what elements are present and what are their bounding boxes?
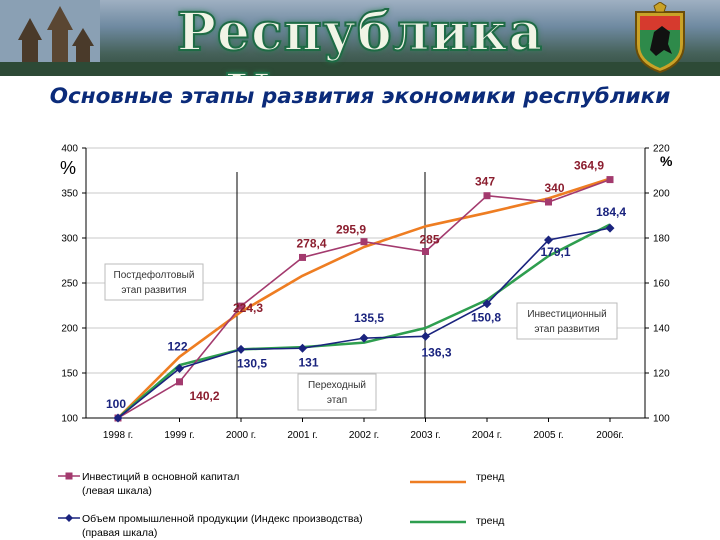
investment-data-label: 364,9 [574, 159, 604, 173]
production-data-label: 184,4 [596, 205, 626, 219]
page-subtitle: Основные этапы развития экономики респуб… [49, 84, 671, 109]
production-marker [113, 413, 123, 423]
right-tick-label: 100 [653, 414, 670, 425]
investment-marker [299, 253, 306, 261]
investment-data-label: 347 [475, 175, 495, 189]
stage-box: Постдефолтовый этап развития [104, 263, 204, 301]
investment-marker [545, 198, 552, 206]
x-tick-label: 2006г. [596, 430, 623, 441]
legend-trend-label: тренд [476, 515, 504, 527]
right-tick-label: 140 [653, 324, 670, 335]
legend-production-swatch-marker [65, 514, 73, 522]
legend-investment-label: Инвестиций в основной капитал [82, 471, 239, 483]
investment-marker [237, 302, 245, 310]
stage-box-frame [297, 373, 377, 411]
investment-data-label: 278,4 [297, 236, 327, 250]
production-data-label: 179,1 [541, 245, 571, 259]
x-tick-label: 1999 г. [164, 430, 194, 441]
stage-box-frame [516, 302, 618, 340]
x-tick-label: 1998 г. [103, 430, 133, 441]
investment-marker [176, 378, 183, 386]
stage-box: Инвестиционный этап развития [516, 302, 618, 340]
investment-marker [606, 176, 614, 184]
left-tick-label: 300 [61, 234, 78, 245]
coat-of-arms-icon [635, 2, 685, 74]
stage-label: Постдефолтовый этап развития [114, 269, 195, 296]
right-tick-label: 220 [653, 144, 670, 155]
production-marker [605, 223, 615, 233]
production-marker [175, 364, 184, 373]
banner-title: Республика Карелия [176, 1, 544, 76]
right-axis-unit: % [660, 153, 673, 169]
production-data-label: 130,5 [237, 356, 267, 370]
banner-photo [0, 0, 720, 76]
production-marker [421, 331, 430, 341]
left-tick-label: 150 [61, 369, 78, 380]
production-marker [482, 299, 492, 309]
left-tick-label: 100 [61, 414, 78, 425]
investment-data-label: 285 [420, 233, 440, 247]
left-tick-label: 350 [61, 189, 78, 200]
right-tick-label: 120 [653, 369, 670, 380]
investment-data-label: 140,2 [190, 389, 220, 403]
investment-marker [422, 248, 429, 255]
x-tick-label: 2002 г. [349, 430, 379, 441]
x-tick-label: 2004 г. [472, 430, 502, 441]
investment-data-label: 295,9 [336, 223, 366, 237]
chart: 1001502002503003504001001201401601802002… [58, 144, 673, 539]
right-tick-label: 160 [653, 279, 670, 290]
stage-box-frame [104, 263, 204, 301]
left-axis-unit: % [60, 158, 76, 178]
left-tick-label: 200 [61, 324, 78, 335]
investment-marker [483, 192, 491, 200]
trend-line [117, 177, 611, 419]
investment-data-label: 340 [545, 181, 565, 195]
x-tick-label: 2000 г. [226, 430, 256, 441]
legend-production-label: Объем промышленной продукции (Индекс про… [82, 513, 363, 525]
production-marker [544, 235, 553, 245]
header-banner: Республика Карелия [0, 0, 720, 76]
legend-investment-label: (левая шкала) [82, 485, 152, 497]
stage-box: Переходный этап [297, 373, 377, 411]
investment-data-label: 224,3 [233, 301, 263, 315]
production-data-label: 100 [106, 397, 126, 411]
production-data-label: 131 [299, 355, 319, 369]
production-data-label: 122 [168, 340, 188, 354]
legend-trend-label: тренд [476, 471, 504, 483]
production-data-label: 136,3 [422, 345, 452, 359]
left-tick-label: 400 [61, 144, 78, 155]
production-marker [298, 343, 307, 353]
production-marker [236, 344, 246, 354]
right-tick-label: 200 [653, 189, 670, 200]
production-data-label: 135,5 [354, 311, 384, 325]
production-data-label: 150,8 [471, 311, 501, 325]
x-tick-label: 2005 г. [533, 430, 563, 441]
stage-label: Переходный этап [308, 380, 366, 406]
investment-marker [360, 238, 368, 246]
production-marker [359, 333, 369, 343]
x-tick-label: 2001 г. [287, 430, 317, 441]
legend-investment-swatch-marker [65, 472, 73, 480]
left-tick-label: 250 [61, 279, 78, 290]
right-tick-label: 180 [653, 234, 670, 245]
legend-production-label: (правая шкала) [82, 527, 157, 539]
x-tick-label: 2003 г. [410, 430, 440, 441]
stage-label: Инвестиционный этап развития [527, 309, 606, 335]
